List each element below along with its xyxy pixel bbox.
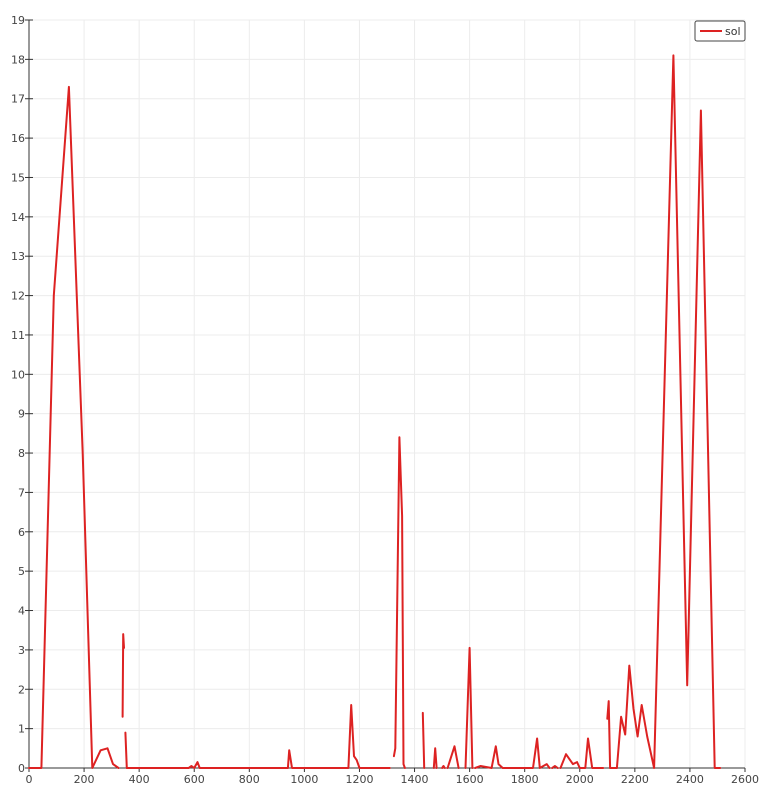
x-tick-label-1200: 1200 xyxy=(345,773,373,786)
series-line-sol-segment-9 xyxy=(464,646,474,769)
y-tick-label-11: 11 xyxy=(11,329,25,342)
x-tick-label-1000: 1000 xyxy=(290,773,318,786)
series xyxy=(28,54,722,769)
series-line-sol-segment-8 xyxy=(446,745,460,769)
y-tick-label-1: 1 xyxy=(18,723,25,736)
series-line-sol-segment-3 xyxy=(125,704,391,769)
y-tick-label-5: 5 xyxy=(18,565,25,578)
x-tick-label-2600: 2600 xyxy=(731,773,759,786)
y-tick-label-3: 3 xyxy=(18,644,25,657)
x-tick-label-1600: 1600 xyxy=(456,773,484,786)
series-line-sol-segment-4 xyxy=(392,436,406,769)
y-tick-label-12: 12 xyxy=(11,290,25,303)
y-tick-label-8: 8 xyxy=(18,447,25,460)
y-tick-label-18: 18 xyxy=(11,53,25,66)
x-tick-label-2400: 2400 xyxy=(676,773,704,786)
x-tick-label-800: 800 xyxy=(239,773,260,786)
y-tick-label-9: 9 xyxy=(18,408,25,421)
legend: sol xyxy=(694,20,746,42)
series-line-sol-segment-13 xyxy=(606,700,612,769)
x-tick-label-2200: 2200 xyxy=(621,773,649,786)
x-tick-label-600: 600 xyxy=(184,773,205,786)
x-axis-ticks: 0 200 400 600 800 1000 1200 1400 1600 1800 2000 220… xyxy=(26,768,759,786)
series-line-sol-segment-14 xyxy=(609,54,722,769)
x-tick-label-1400: 1400 xyxy=(401,773,429,786)
y-tick-label-7: 7 xyxy=(18,486,25,499)
y-tick-label-15: 15 xyxy=(11,171,25,184)
y-tick-label-2: 2 xyxy=(18,683,25,696)
series-line-sol-segment-5 xyxy=(421,711,426,769)
y-tick-label-14: 14 xyxy=(11,211,25,224)
legend-label-sol: sol xyxy=(725,25,741,38)
series-line-sol-segment-10 xyxy=(474,737,551,769)
series-line-sol-segment-6 xyxy=(432,747,438,769)
series-line-sol-segment-12 xyxy=(559,737,605,769)
series-line-sol-segment-2 xyxy=(124,731,128,769)
y-tick-label-13: 13 xyxy=(11,250,25,263)
series-line-sol-segment-11 xyxy=(551,765,559,769)
x-tick-label-200: 200 xyxy=(74,773,95,786)
series-line-sol-segment-0 xyxy=(28,85,120,769)
y-tick-label-6: 6 xyxy=(18,526,25,539)
y-tick-label-10: 10 xyxy=(11,368,25,381)
y-tick-label-0: 0 xyxy=(18,762,25,775)
series-line-sol-segment-1 xyxy=(121,633,125,718)
y-tick-label-4: 4 xyxy=(18,605,25,618)
x-tick-label-400: 400 xyxy=(129,773,150,786)
y-tick-label-19: 19 xyxy=(11,14,25,27)
axes xyxy=(28,20,745,769)
x-tick-label-0: 0 xyxy=(26,773,33,786)
series-line-sol-segment-7 xyxy=(441,765,446,769)
grid xyxy=(28,19,746,769)
y-tick-label-16: 16 xyxy=(11,132,25,145)
y-tick-label-17: 17 xyxy=(11,93,25,106)
x-tick-label-1800: 1800 xyxy=(511,773,539,786)
x-tick-label-2000: 2000 xyxy=(566,773,594,786)
